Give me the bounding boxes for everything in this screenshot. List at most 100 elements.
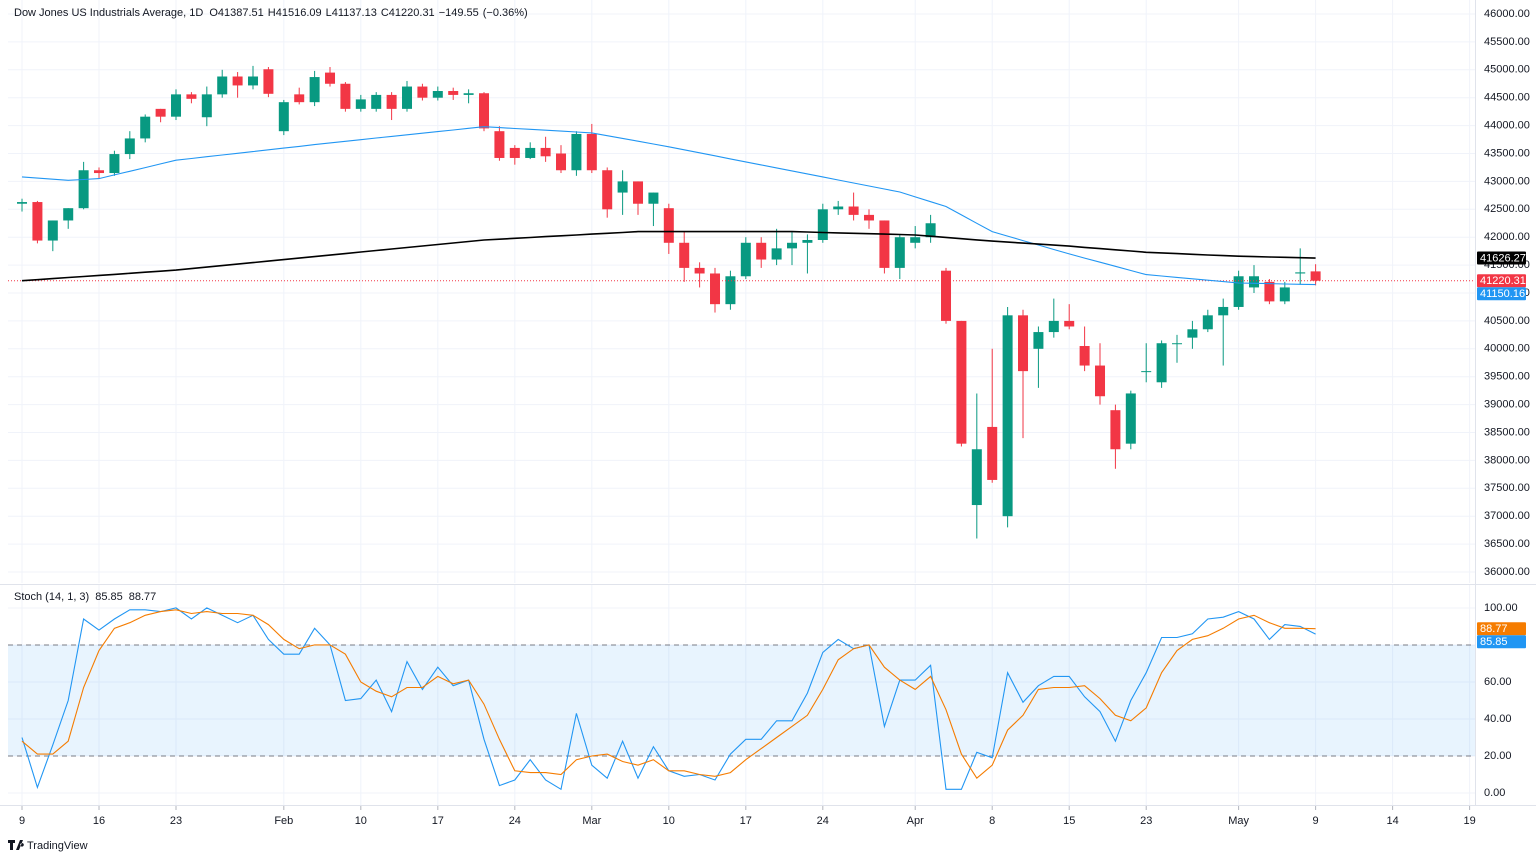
x-tick-label: 15 — [1063, 815, 1075, 827]
candle-body — [186, 94, 197, 99]
candle-body — [124, 138, 135, 155]
candle-body — [894, 237, 905, 268]
candle-body — [540, 147, 551, 157]
candle-body — [1064, 320, 1075, 327]
y-tick-label: 43500.00 — [1484, 147, 1530, 159]
legend-text: Dow Jones US Industrials Average, 1D — [14, 7, 203, 19]
price-tag-text: 88.77 — [1480, 623, 1508, 635]
y-tick-label: 40000.00 — [1484, 343, 1530, 355]
x-tick-label: 10 — [663, 815, 675, 827]
candle-body — [417, 86, 428, 98]
series-line — [21, 126, 1316, 286]
candle-body — [294, 94, 305, 103]
candle-body — [109, 154, 120, 174]
candle-body — [925, 223, 936, 238]
candle-body — [340, 83, 351, 109]
candle-body — [663, 208, 674, 243]
legend-text: H — [268, 7, 276, 19]
x-tick-label: 10 — [355, 815, 367, 827]
candle-body — [756, 242, 767, 260]
candle-body — [679, 242, 690, 268]
legend: Dow Jones US Industrials Average, 1D O 413… — [14, 7, 528, 603]
candle-body — [602, 170, 613, 210]
price-tag-text: 41150.16 — [1480, 288, 1525, 300]
y-tick-label: 36000.00 — [1484, 566, 1530, 578]
price-tag-box — [1477, 251, 1526, 265]
y-tick-label: 39000.00 — [1484, 399, 1530, 411]
candle-body — [201, 94, 212, 118]
price-tag: 88.77 — [1477, 622, 1526, 636]
x-tick-label: 19 — [1463, 815, 1475, 827]
watermark: TradingView — [8, 840, 88, 852]
candle-body — [386, 94, 397, 109]
candle-body — [556, 153, 567, 171]
candle-body — [1048, 320, 1059, 333]
candle-body — [771, 248, 782, 260]
grid — [8, 0, 1475, 805]
y-tick-label: 40500.00 — [1484, 315, 1530, 327]
candle-body — [848, 206, 859, 215]
candle-body — [1233, 276, 1244, 307]
candle-body — [1110, 410, 1121, 450]
y-tick-label: 42000.00 — [1484, 231, 1530, 243]
candle-body — [494, 131, 505, 158]
candle-body — [1310, 271, 1321, 281]
candle-body — [740, 242, 751, 277]
legend-text: C — [381, 7, 389, 19]
candle-body — [248, 76, 259, 86]
y-tick-label: 40.00 — [1484, 713, 1512, 725]
candle-body — [278, 102, 289, 132]
y-tick-label: 46000.00 — [1484, 8, 1530, 20]
candle-body — [155, 108, 166, 117]
x-tick-label: 16 — [93, 815, 105, 827]
candle-body — [17, 202, 28, 204]
candle-body — [1002, 315, 1013, 517]
candle-body — [1125, 393, 1136, 444]
legend-text: O — [209, 7, 218, 19]
y-tick-label: 100.00 — [1484, 602, 1518, 614]
y-tick-label: 37500.00 — [1484, 482, 1530, 494]
x-tick-label: 9 — [19, 815, 25, 827]
legend-value: 88.77 — [129, 591, 157, 603]
series-line — [21, 609, 1316, 780]
candle-body — [586, 133, 597, 171]
y-tick-label: 38000.00 — [1484, 454, 1530, 466]
y-tick-label: 39500.00 — [1484, 371, 1530, 383]
x-tick-label: 24 — [817, 815, 829, 827]
candle-body — [833, 206, 844, 210]
candle-body — [94, 170, 105, 174]
candle-body — [1141, 371, 1152, 373]
candle-body — [63, 208, 74, 221]
candle-body — [217, 76, 228, 95]
price-tag-box — [1477, 635, 1526, 649]
legend-value: 85.85 — [95, 591, 123, 603]
candle-body — [1264, 281, 1275, 302]
x-tick-label: 8 — [989, 815, 995, 827]
logo — [8, 840, 24, 850]
candle-body — [817, 209, 828, 240]
y-tick-label: 44500.00 — [1484, 92, 1530, 104]
candle-body — [140, 116, 151, 139]
price-tag: 41220.31 — [1477, 274, 1526, 288]
candle-body — [1279, 287, 1290, 302]
candle-body — [1033, 332, 1044, 349]
x-tick-label: 17 — [740, 815, 752, 827]
legend-text: 41387.51 — [218, 7, 264, 19]
candle-body — [1095, 365, 1106, 397]
candle-body — [633, 181, 644, 204]
legend-text: 41516.09 — [276, 7, 322, 19]
x-tick-label: Mar — [582, 815, 601, 827]
price-tag: 41626.27 — [1477, 251, 1526, 265]
candle-body — [694, 267, 705, 274]
price-tag-text: 41626.27 — [1480, 252, 1526, 264]
y-tick-label: 45500.00 — [1484, 36, 1530, 48]
candle-body — [171, 94, 182, 117]
candle-body — [1079, 346, 1090, 366]
candle-body — [448, 91, 459, 95]
legend-text: 41220.31 — [389, 7, 435, 19]
candle-body — [1218, 306, 1229, 316]
candle-body — [32, 202, 43, 241]
